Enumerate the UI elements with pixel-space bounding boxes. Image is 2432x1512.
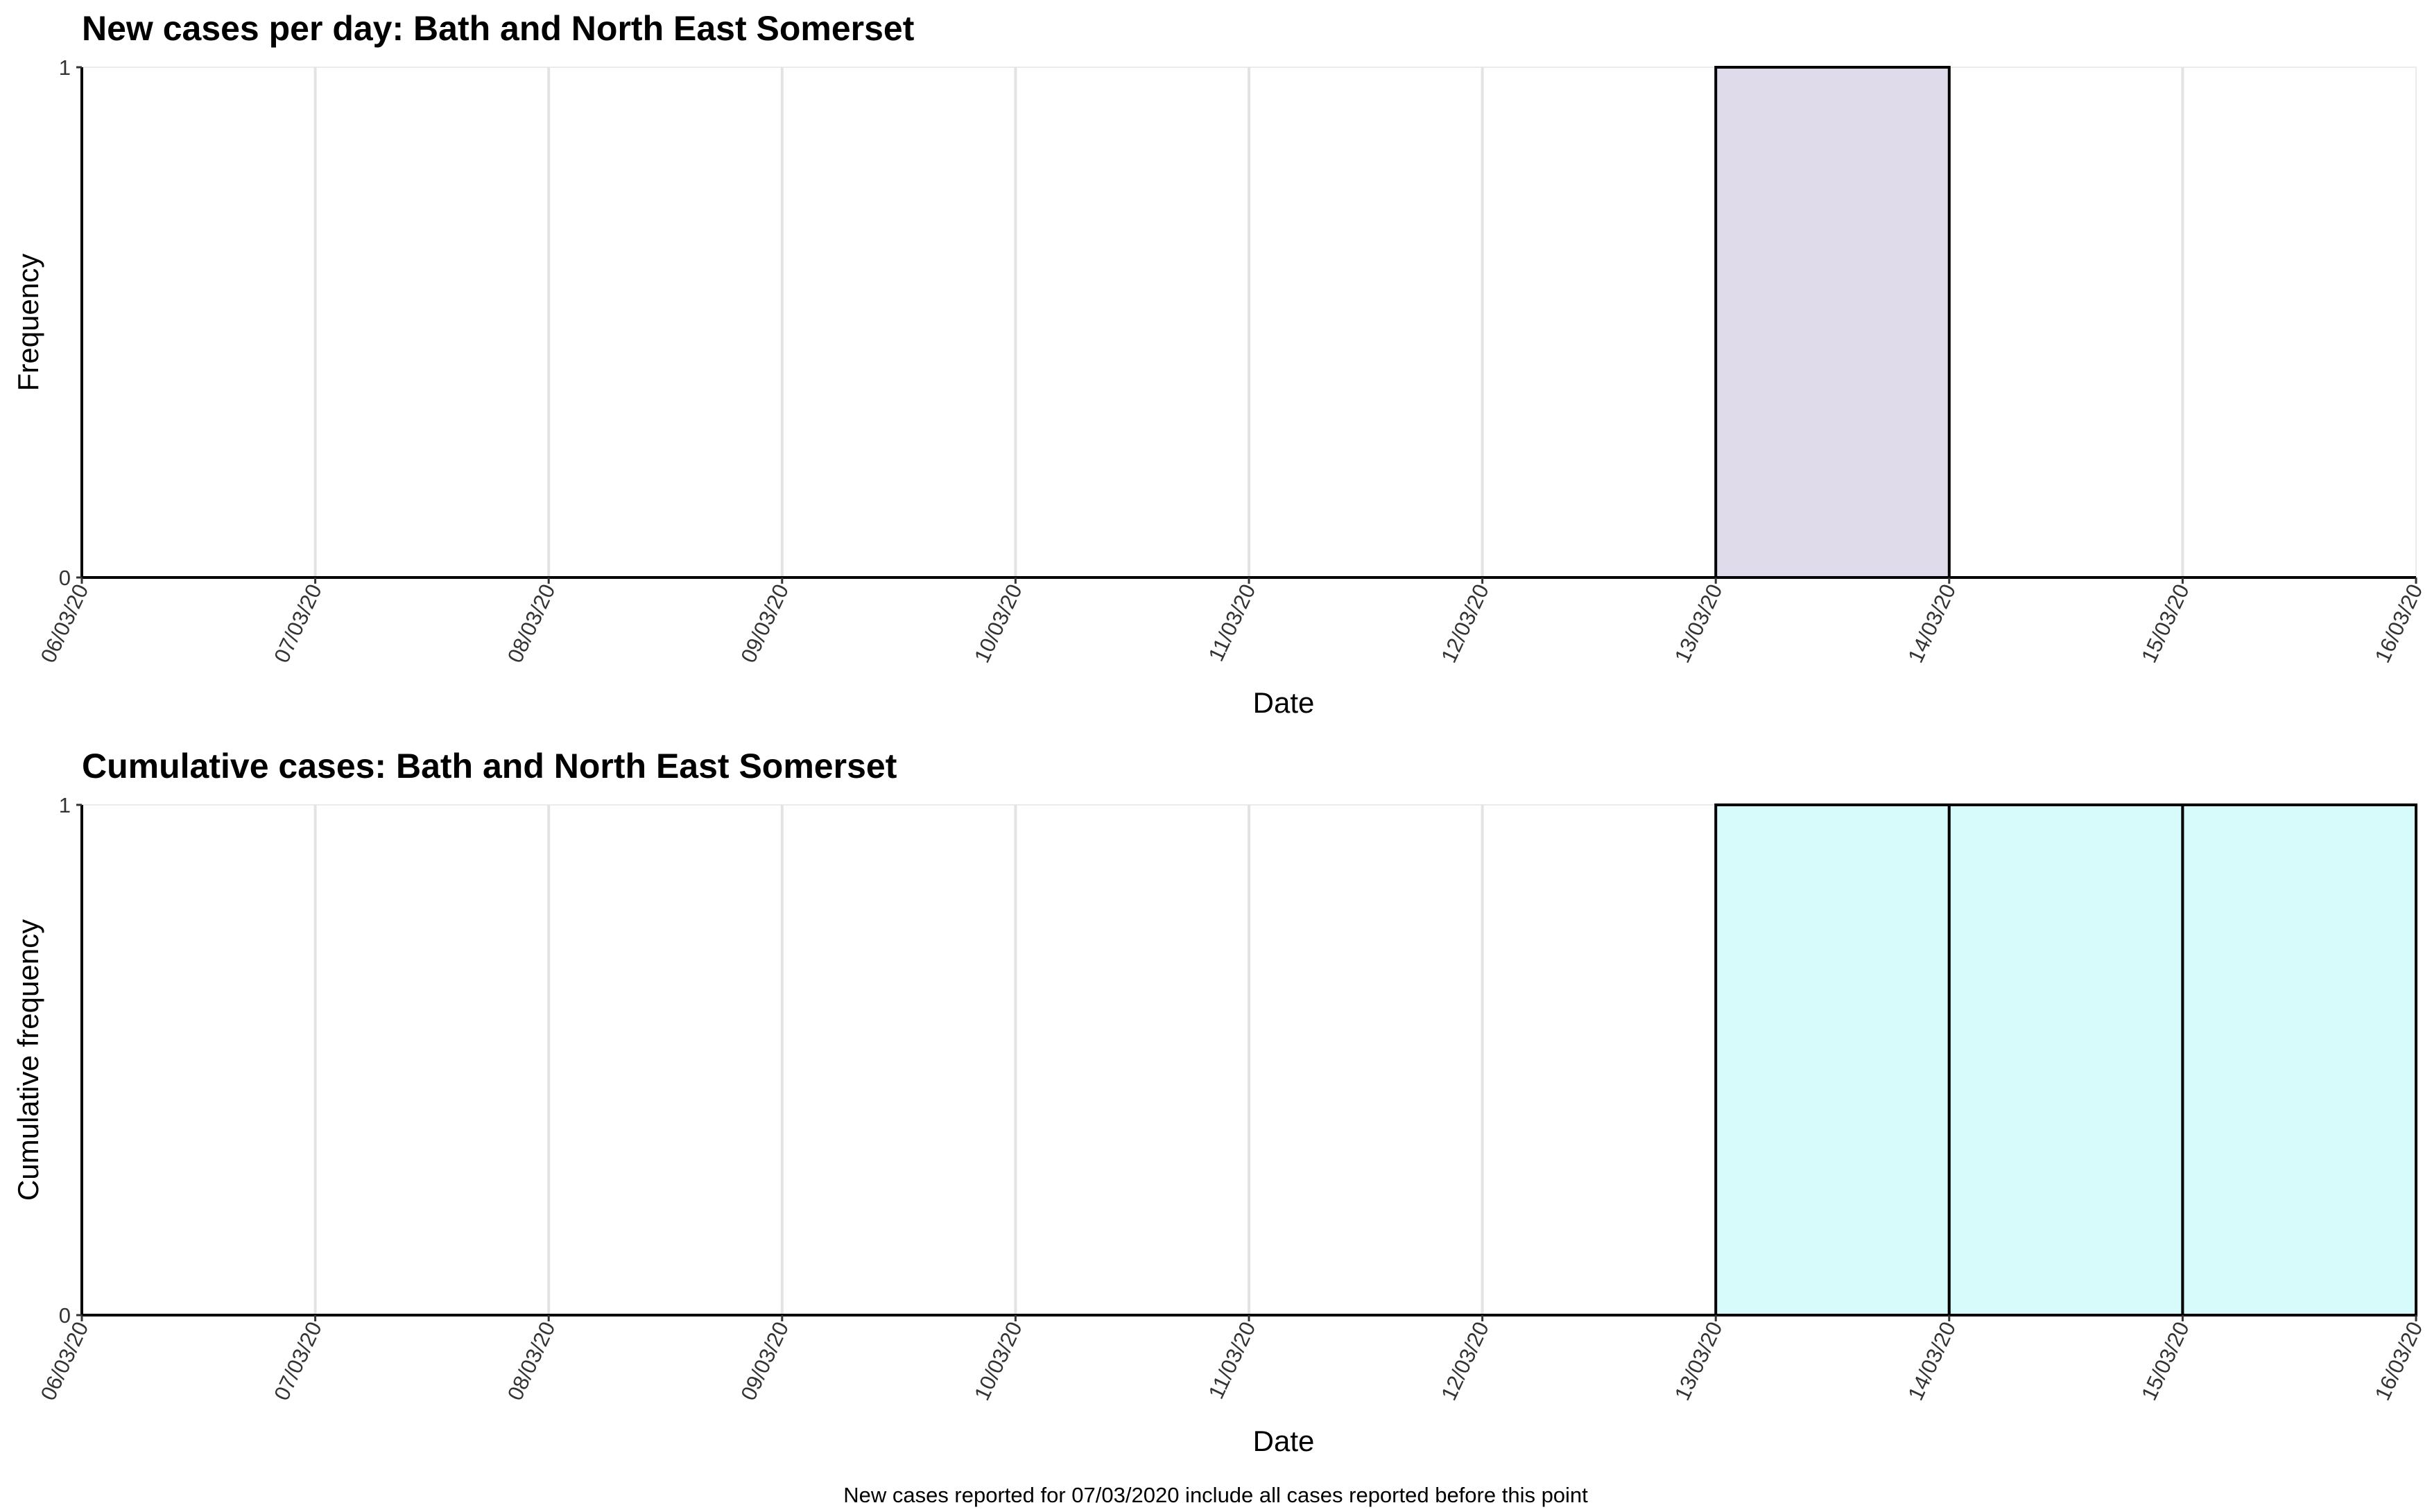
y-tick-label: 0 xyxy=(59,566,71,590)
x-tick-label: 14/03/20 xyxy=(1903,580,1960,666)
x-tick-label: 12/03/20 xyxy=(1436,580,1494,666)
x-tick-label: 10/03/20 xyxy=(969,1318,1027,1404)
x-tick-label: 09/03/20 xyxy=(736,1318,793,1404)
y-tick-label: 0 xyxy=(59,1303,71,1328)
chart-title: New cases per day: Bath and North East S… xyxy=(82,9,915,48)
x-tick-label: 15/03/20 xyxy=(2137,1318,2194,1404)
x-tick-label: 10/03/20 xyxy=(969,580,1027,666)
x-tick-label: 13/03/20 xyxy=(1670,1318,1727,1404)
x-tick-label: 07/03/20 xyxy=(269,580,327,666)
x-tick-label: 08/03/20 xyxy=(503,580,560,666)
x-tick-label: 15/03/20 xyxy=(2137,580,2194,666)
y-axis-label: Frequency xyxy=(12,254,44,391)
x-tick-label: 09/03/20 xyxy=(736,580,793,666)
x-tick-label: 12/03/20 xyxy=(1436,1318,1494,1404)
bar xyxy=(1714,803,1951,1317)
bar xyxy=(1947,803,2184,1317)
y-axis-label: Cumulative frequency xyxy=(12,919,44,1201)
x-tick-label: 14/03/20 xyxy=(1903,1318,1960,1404)
x-tick-label: 13/03/20 xyxy=(1670,580,1727,666)
x-tick-label: 11/03/20 xyxy=(1204,1318,1261,1402)
x-tick-label: 07/03/20 xyxy=(269,1318,327,1404)
x-tick-label: 06/03/20 xyxy=(36,1318,94,1404)
x-tick-label: 08/03/20 xyxy=(503,1318,560,1404)
y-tick-label: 1 xyxy=(59,55,71,80)
x-tick-label: 16/03/20 xyxy=(2370,1318,2428,1404)
y-tick-label: 1 xyxy=(59,793,71,817)
chart-title: Cumulative cases: Bath and North East So… xyxy=(82,747,897,785)
x-axis-label: Date xyxy=(1253,686,1315,719)
bar xyxy=(1714,66,1951,579)
x-tick-label: 06/03/20 xyxy=(36,580,94,666)
x-tick-label: 16/03/20 xyxy=(2370,580,2428,666)
footnote: New cases reported for 07/03/2020 includ… xyxy=(843,1483,1588,1507)
chart-panel-daily: New cases per day: Bath and North East S… xyxy=(12,9,2427,719)
bar xyxy=(2181,803,2417,1317)
x-axis-label: Date xyxy=(1253,1425,1315,1457)
x-tick-label: 11/03/20 xyxy=(1204,580,1261,665)
chart-panel-cumulative: Cumulative cases: Bath and North East So… xyxy=(12,747,2427,1457)
